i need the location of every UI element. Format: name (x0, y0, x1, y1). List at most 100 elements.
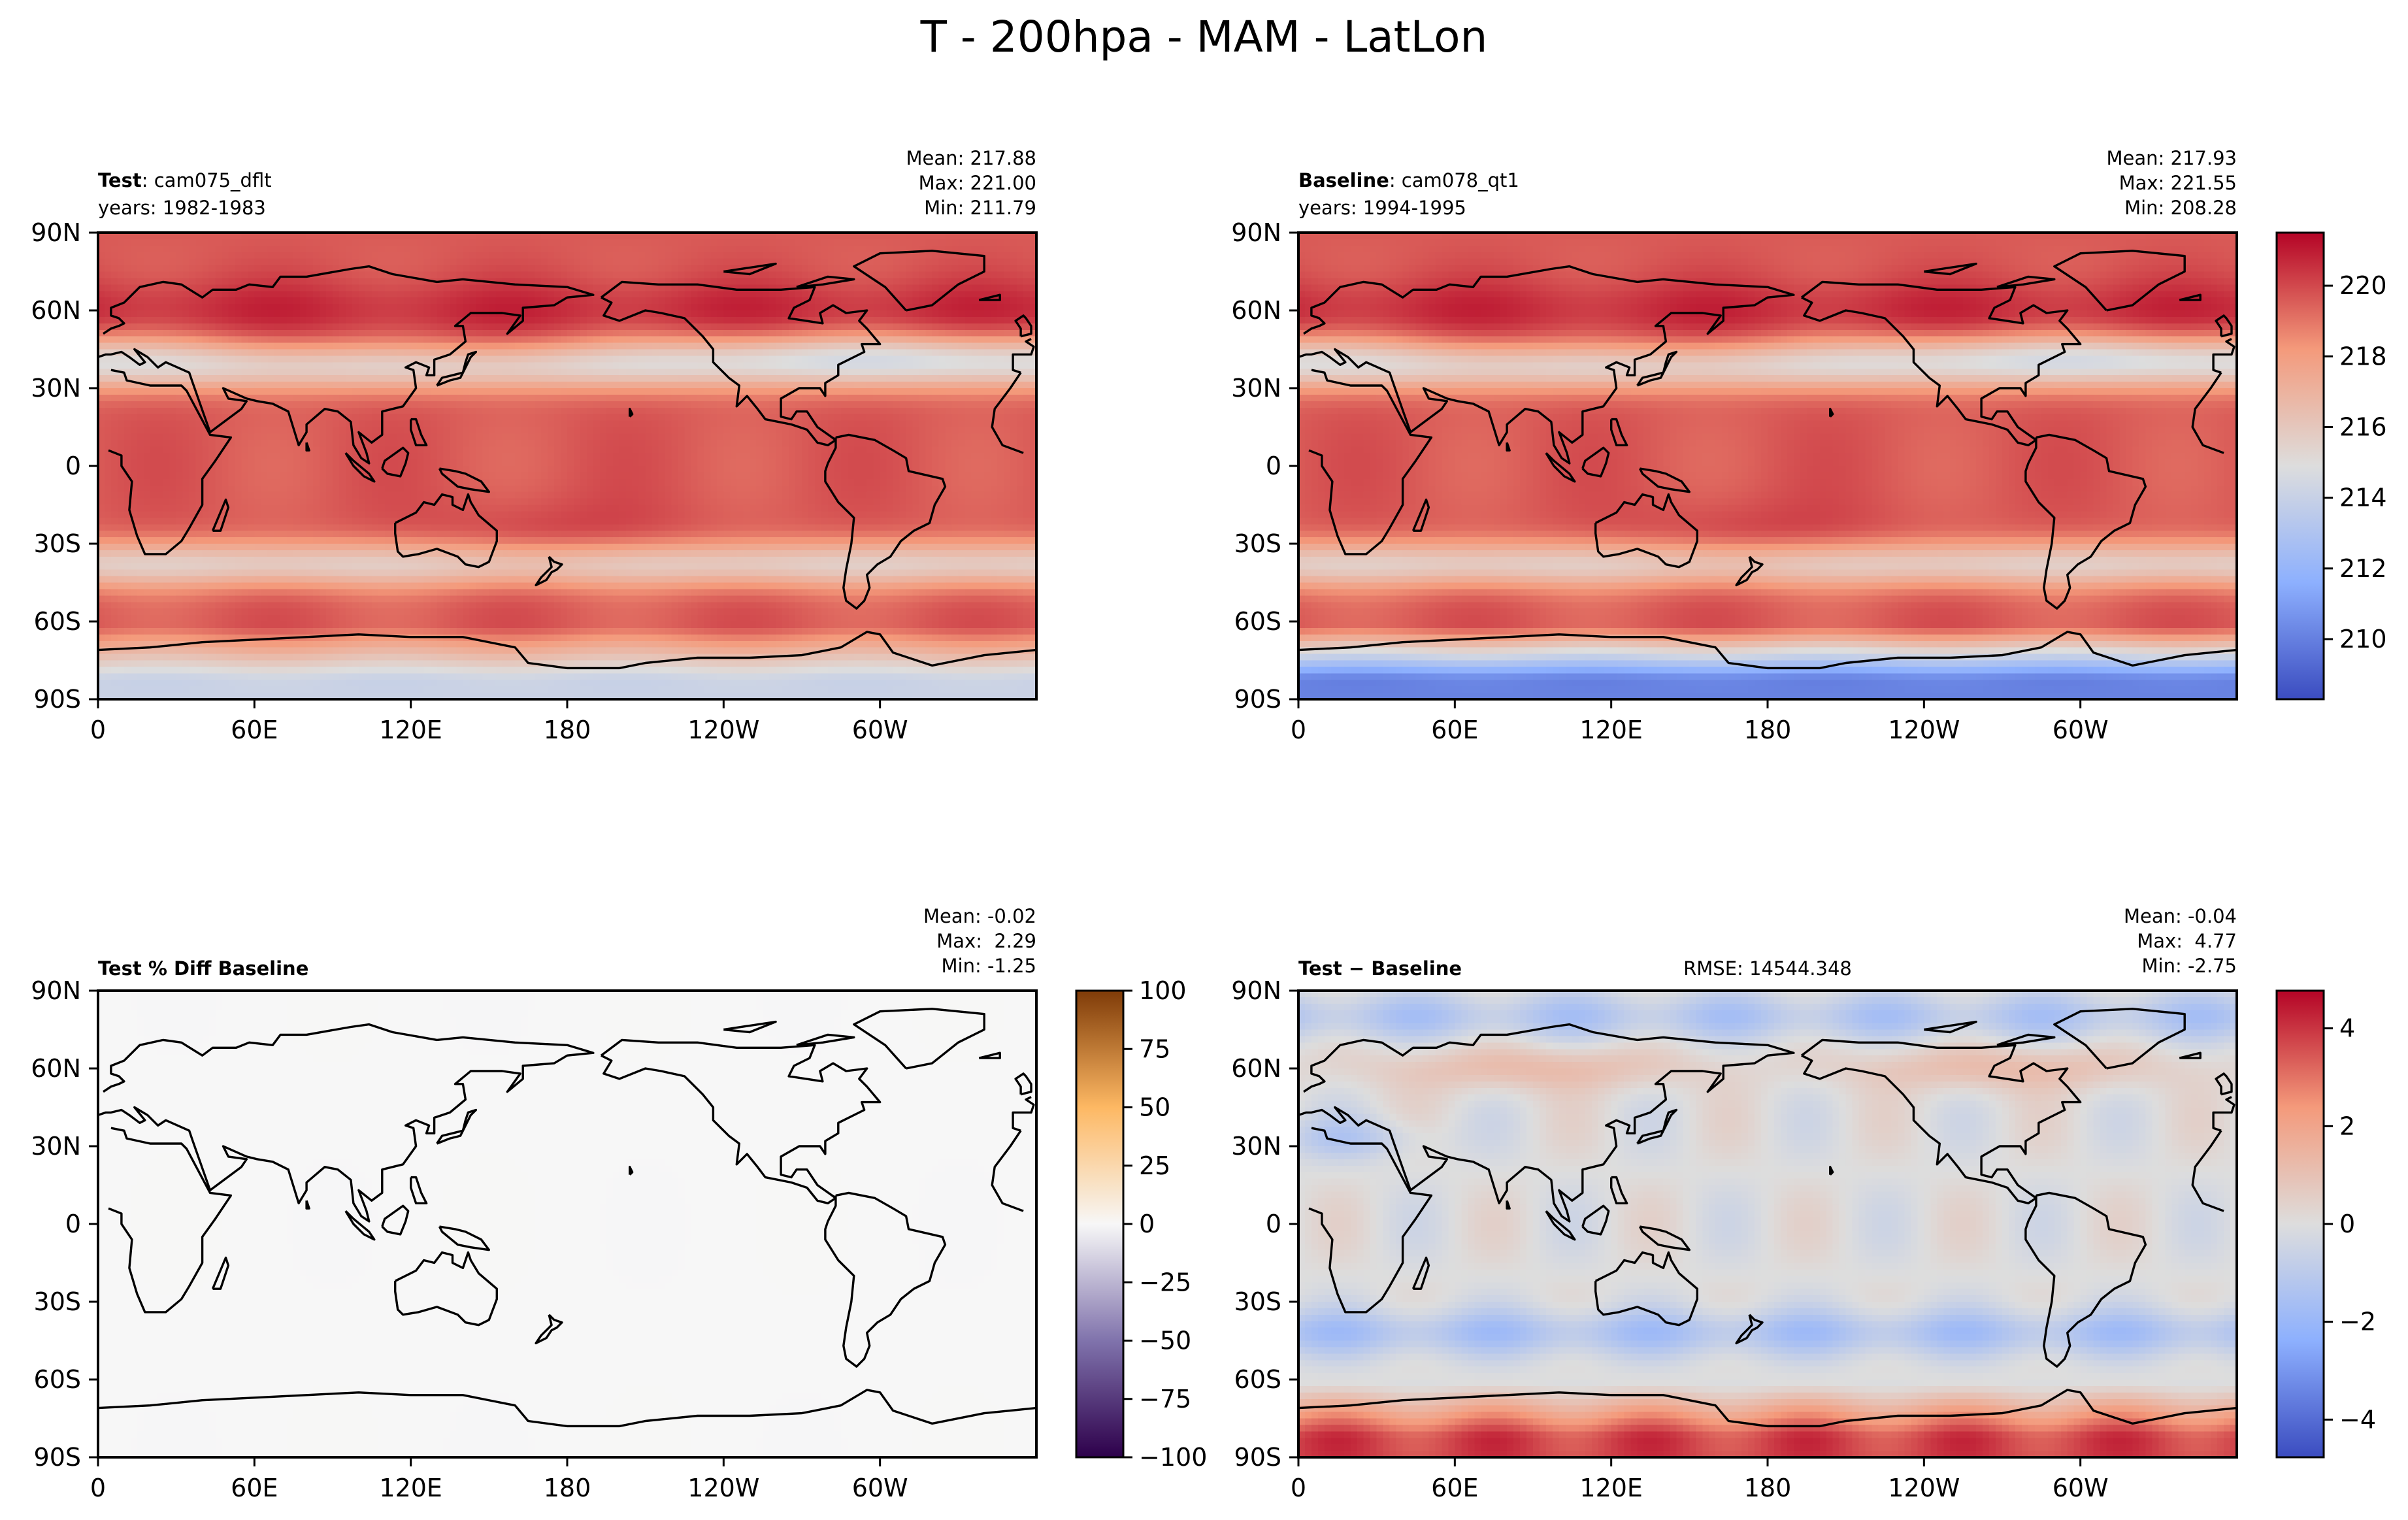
colorbar-tick-label: 25 (1139, 1151, 1170, 1180)
x-tick-label: 60E (1431, 1474, 1478, 1502)
panel-baseline: 0 60E 120E 180 120W 60W 90N 60N 30N 0 30S 60S 90S Bas… (1231, 147, 2387, 744)
y-tick-label: 60S (1234, 1365, 1281, 1394)
panel-label-case: : cam075_dflt (142, 169, 272, 191)
coastlines (98, 250, 1036, 670)
colorbar-tick-label: 0 (2339, 1210, 2355, 1238)
colorbar-gradient (2275, 989, 2325, 1459)
y-tick-label: 0 (1266, 452, 1281, 480)
colorbar-gradient (2275, 231, 2325, 701)
y-tick-label: 90N (31, 218, 81, 247)
colorbar-tick-label: 212 (2339, 554, 2387, 583)
panel-label: Test % Diff Baseline (98, 957, 308, 980)
panel-stat: Max: 221.00 (919, 172, 1036, 194)
colorbar-tick-label: 4 (2339, 1014, 2355, 1043)
x-tick-label: 60W (852, 1474, 908, 1502)
y-tick-label: 60S (1234, 607, 1281, 636)
colorbar-gradient (1075, 989, 1125, 1459)
colorbar-tick-label: 216 (2339, 413, 2387, 442)
y-tick-label: 0 (65, 452, 81, 480)
y-tick-label: 0 (1266, 1210, 1281, 1238)
y-tick-label: 60N (31, 1054, 81, 1083)
y-tick-label: 30S (1234, 1287, 1281, 1316)
panel-stat: Mean: 217.93 (2107, 147, 2237, 169)
panel-label-bold: Test − Baseline (1298, 957, 1462, 980)
heatmap-test (98, 233, 1037, 700)
x-tick-label: 60E (1431, 716, 1478, 744)
x-tick-label: 0 (90, 1474, 106, 1502)
panel-stat: Mean: -0.04 (2124, 905, 2237, 927)
x-tick-label: 120E (379, 716, 442, 744)
y-tick-label: 90S (1234, 1443, 1281, 1472)
x-tick-label: 60E (231, 1474, 278, 1502)
x-tick-label: 120W (1888, 716, 1960, 744)
y-tick-label: 30N (31, 374, 81, 403)
colorbar-tick-label: −75 (1139, 1385, 1191, 1413)
y-tick-label: 30N (31, 1132, 81, 1161)
colorbar-tick-label: 2 (2339, 1112, 2355, 1140)
y-tick-label: 60S (34, 607, 81, 636)
colorbar-tick-label: −100 (1139, 1443, 1207, 1472)
y-tick-label: 90N (31, 976, 81, 1005)
panel-stat: Mean: 217.88 (906, 147, 1036, 169)
panel-test: 0 60E 120E 180 120W 60W 90N 60N 30N 0 30S 60S 90S Tes… (31, 147, 1038, 744)
colorbar-tick-label: 218 (2339, 342, 2387, 371)
x-tick-label: 120E (1579, 1474, 1643, 1502)
x-tick-label: 0 (1291, 1474, 1306, 1502)
coastlines (1298, 1008, 2237, 1428)
y-tick-label: 90S (34, 1443, 81, 1472)
panel-years: years: 1994-1995 (1298, 197, 1466, 219)
x-tick-label: 120E (379, 1474, 442, 1502)
panel-label: Baseline: cam078_qt1 (1298, 169, 1519, 191)
heatmap-difference (1298, 991, 2237, 1458)
y-tick-label: 30N (1231, 374, 1281, 403)
figure-title: T - 200hpa - MAM - LatLon (0, 12, 2408, 62)
x-tick-label: 180 (1744, 1474, 1792, 1502)
y-tick-label: 60N (1231, 296, 1281, 325)
colorbar-tick-label: 75 (1139, 1034, 1170, 1063)
x-tick-label: 60W (852, 716, 908, 744)
colorbar-tick-label: 0 (1139, 1210, 1155, 1238)
x-tick-label: 180 (544, 1474, 591, 1502)
y-tick-label: 30S (1234, 529, 1281, 558)
panel-label-bold: Test % Diff Baseline (98, 957, 308, 980)
y-tick-label: 90N (1231, 976, 1281, 1005)
x-tick-label: 60E (231, 716, 278, 744)
y-tick-label: 90S (1234, 685, 1281, 714)
x-tick-label: 0 (90, 716, 106, 744)
panel-stat: Min: 211.79 (924, 197, 1036, 219)
y-tick-label: 90N (1231, 218, 1281, 247)
x-tick-label: 120E (1579, 716, 1643, 744)
colorbar-tick-label: −25 (1139, 1268, 1191, 1297)
colorbar-tick-label: −4 (2339, 1405, 2376, 1434)
panel-stat: Max: 4.77 (2137, 930, 2237, 952)
x-tick-label: 180 (544, 716, 591, 744)
y-tick-label: 30N (1231, 1132, 1281, 1161)
y-tick-label: 0 (65, 1210, 81, 1238)
colorbar-tick-label: −50 (1139, 1327, 1191, 1355)
y-tick-label: 60N (31, 296, 81, 325)
heatmap-baseline (1298, 233, 2237, 700)
colorbar-tick-label: 50 (1139, 1093, 1170, 1122)
colorbar-pct_diff: 100 75 50 25 0 −25 −50 −75 −100 (1075, 976, 1207, 1472)
y-tick-label: 90S (34, 685, 81, 714)
colorbar-tick-label: 220 (2339, 271, 2387, 300)
colorbar-baseline: 220 218 216 214 212 210 (2275, 231, 2387, 701)
panel-pct_diff: 0 60E 120E 180 120W 60W 90N 60N 30N 0 30S 60S 90S Tes… (31, 905, 1207, 1502)
panel-stat: Max: 221.55 (2119, 172, 2237, 194)
panel-label-bold: Baseline (1298, 169, 1389, 191)
colorbar-tick-label: 214 (2339, 484, 2387, 512)
colorbar-tick-label: 100 (1139, 976, 1187, 1005)
panel-stat: Min: -1.25 (942, 955, 1036, 977)
y-tick-label: 60S (34, 1365, 81, 1394)
x-tick-label: 60W (2053, 716, 2109, 744)
x-tick-label: 60W (2053, 1474, 2109, 1502)
panel-stat: Mean: -0.02 (923, 905, 1036, 927)
coastlines (1298, 250, 2237, 670)
x-tick-label: 180 (1744, 716, 1792, 744)
panel-rmse: RMSE: 14544.348 (1683, 957, 1852, 980)
panel-label-bold: Test (98, 169, 142, 191)
x-tick-label: 0 (1291, 716, 1306, 744)
x-tick-label: 120W (687, 1474, 759, 1502)
panel-label: Test: cam075_dflt (98, 169, 272, 191)
